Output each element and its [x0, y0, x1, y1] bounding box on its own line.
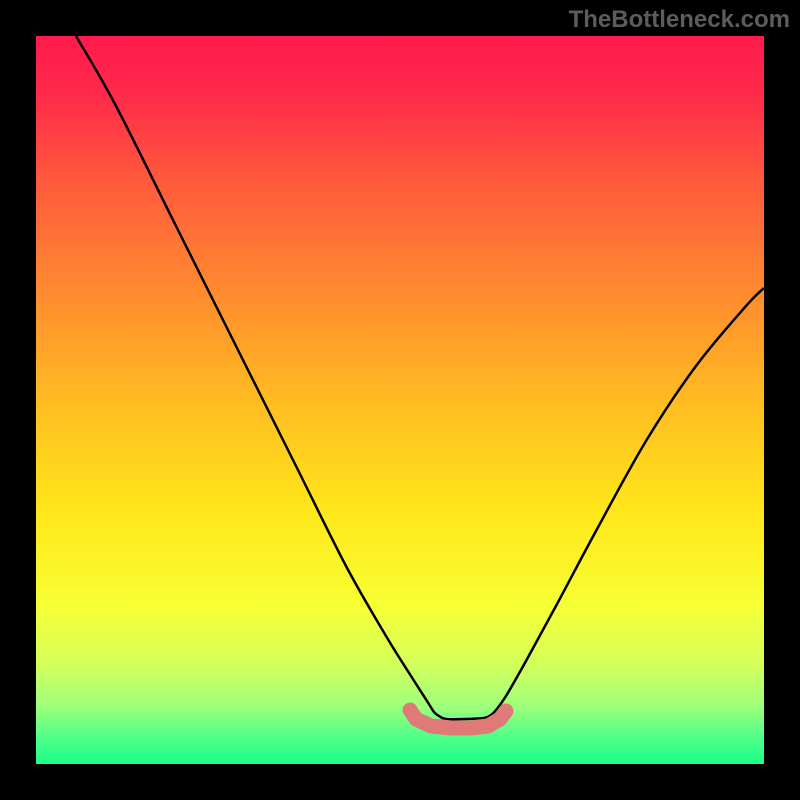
- plot-svg: [0, 0, 800, 800]
- bottleneck-curve: [76, 36, 764, 719]
- chart-container: TheBottleneck.com: [0, 0, 800, 800]
- plot-group: [76, 36, 764, 728]
